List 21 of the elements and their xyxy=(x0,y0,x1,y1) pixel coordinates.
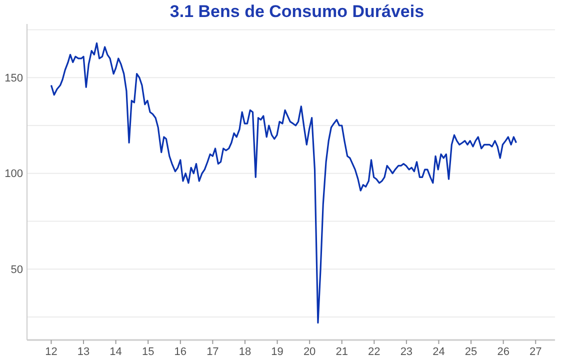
x-tick-label: 15 xyxy=(142,346,154,358)
x-tick-label: 22 xyxy=(368,346,380,358)
x-tick-label: 14 xyxy=(110,346,122,358)
x-tick-label: 23 xyxy=(400,346,413,358)
chart-title: 3.1 Bens de Consumo Duráveis xyxy=(170,2,424,21)
y-tick-label: 150 xyxy=(4,72,23,84)
x-tick-label: 27 xyxy=(530,346,542,358)
x-tick-label: 12 xyxy=(45,346,58,358)
line-series xyxy=(50,42,518,324)
x-tick-label: 19 xyxy=(271,346,284,358)
x-tick-label: 26 xyxy=(497,346,510,358)
x-tick-label: 16 xyxy=(174,346,187,358)
x-tick-label: 24 xyxy=(432,346,445,358)
x-tick-label: 13 xyxy=(77,346,90,358)
x-tick-label: 18 xyxy=(238,346,252,358)
y-tick-label: 50 xyxy=(10,264,23,276)
x-tick-label: 21 xyxy=(336,346,348,358)
y-tick-label: 100 xyxy=(4,168,23,180)
x-tick-label: 25 xyxy=(464,346,478,358)
x-tick-label: 17 xyxy=(206,346,219,358)
x-tick-label: 20 xyxy=(303,346,316,358)
